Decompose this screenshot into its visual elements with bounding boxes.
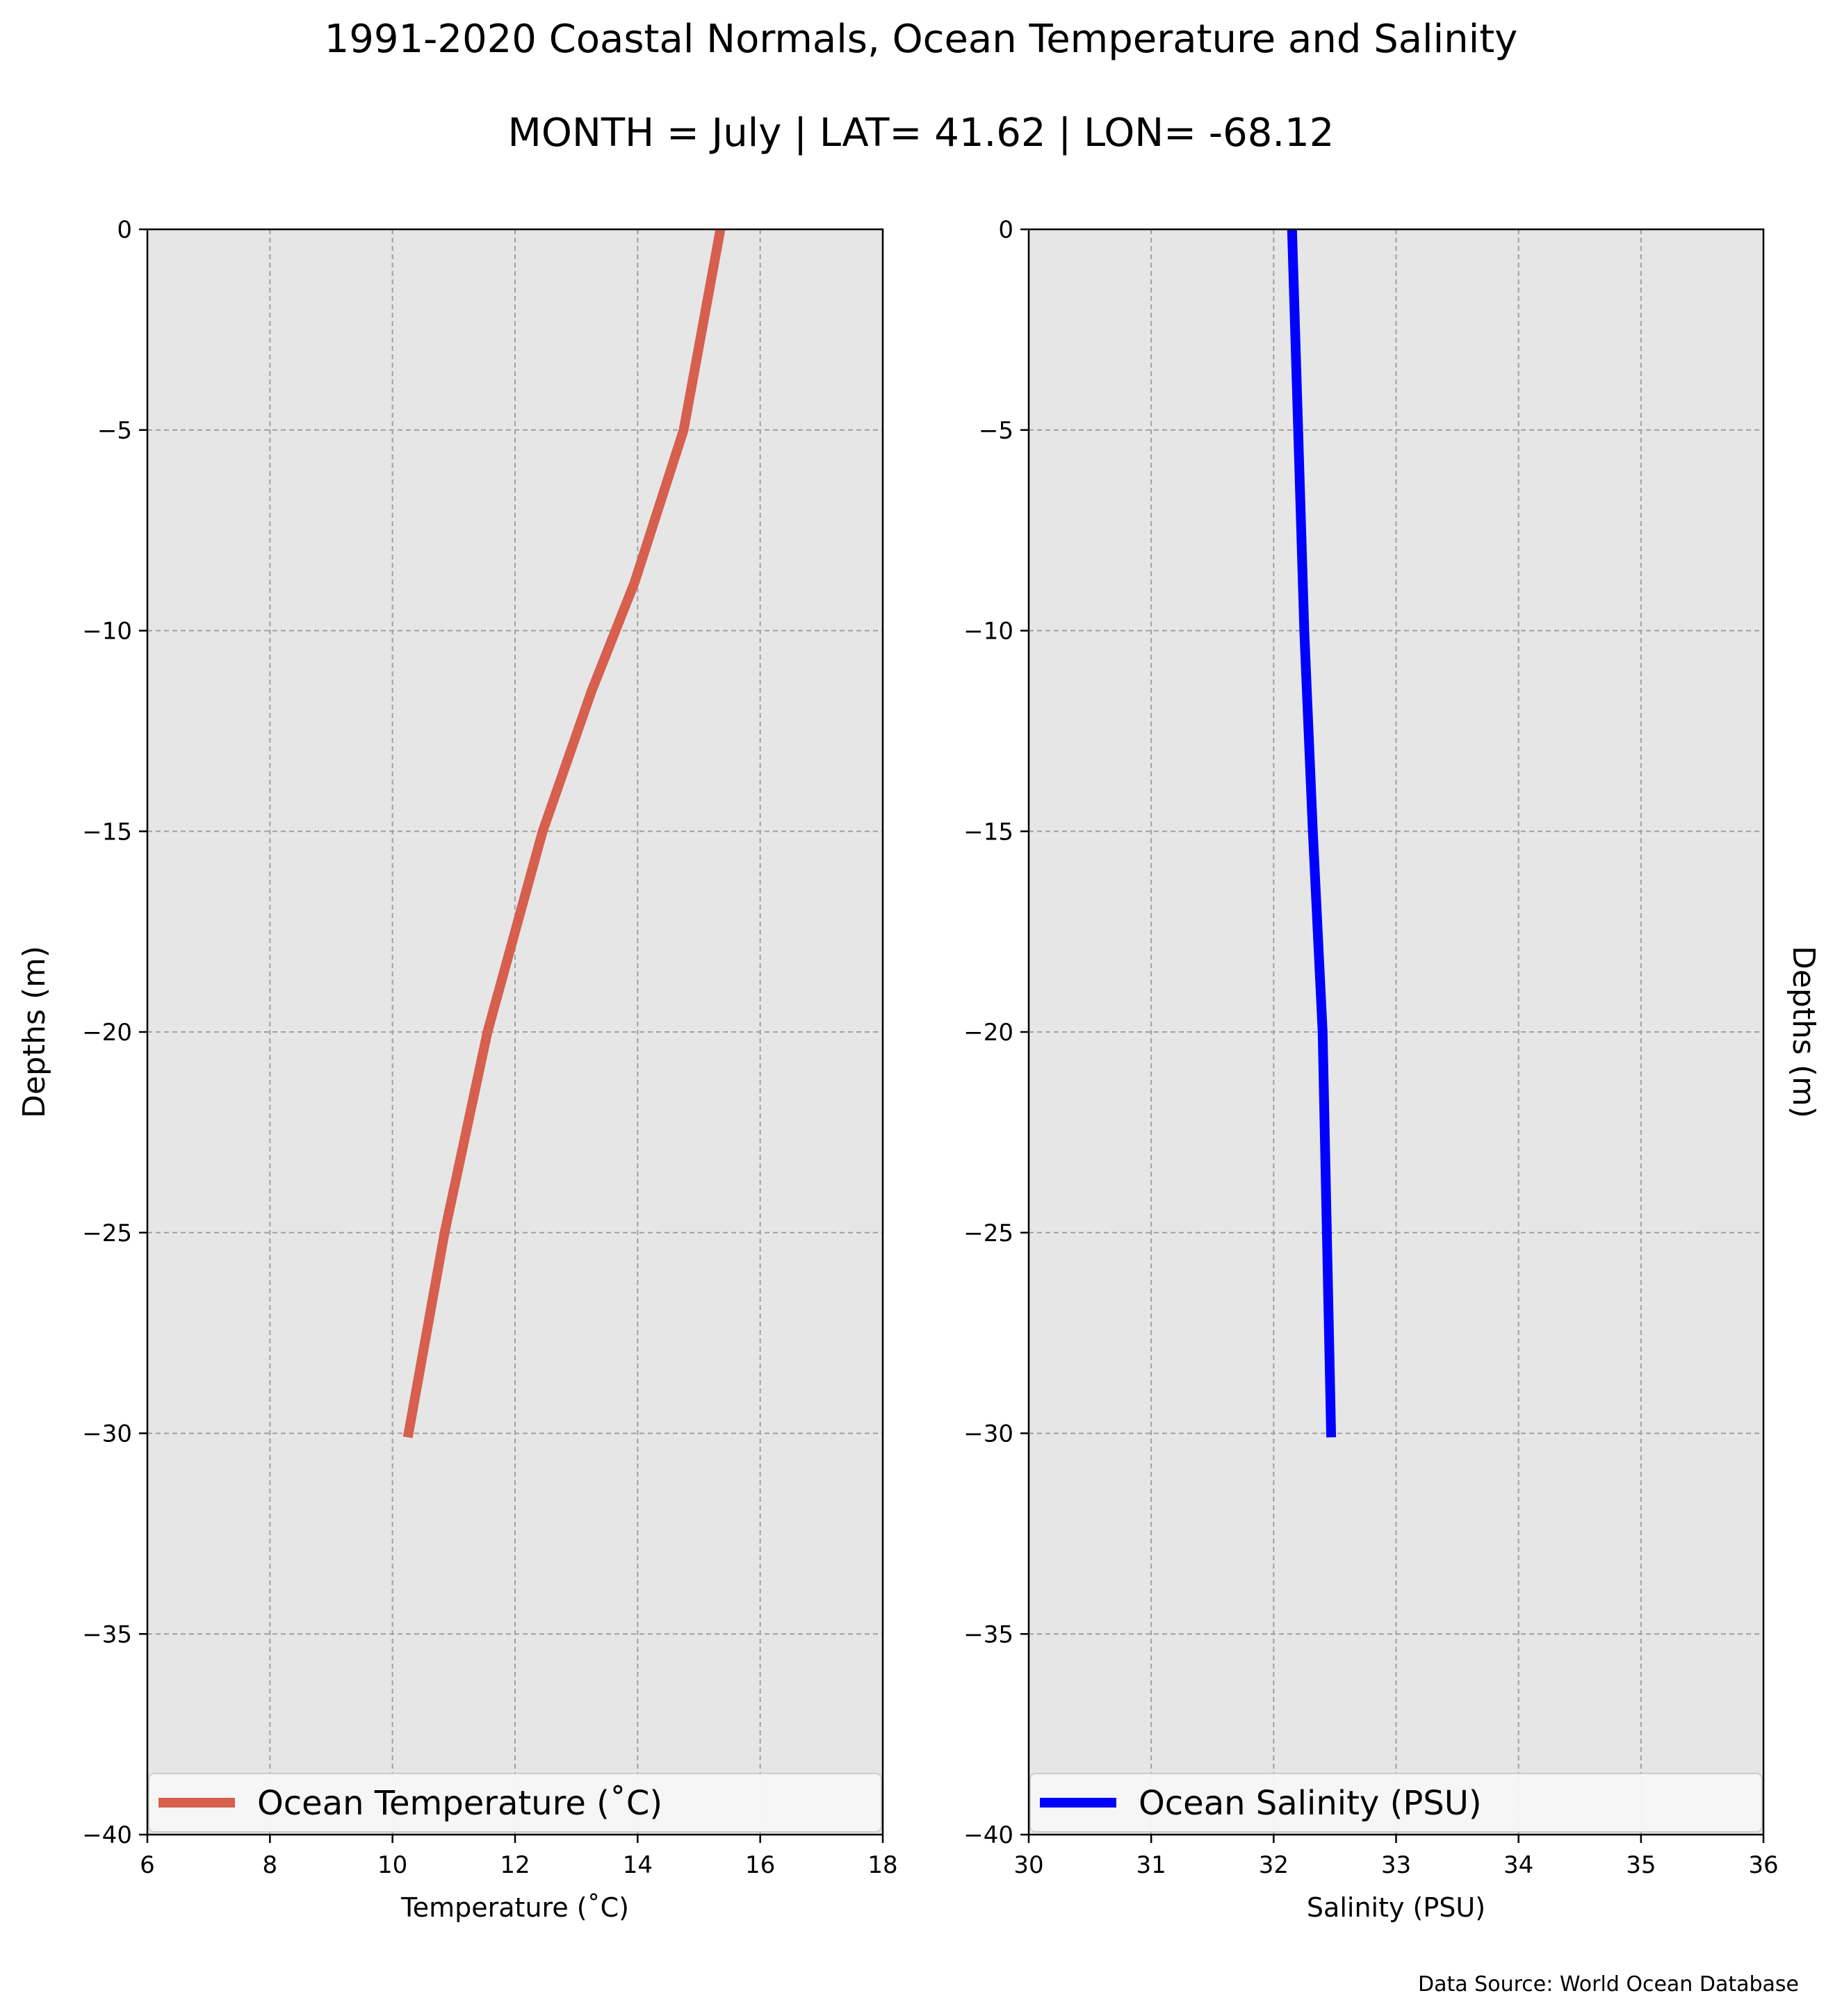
salinity-yaxis-label: Depths (m) [1786, 946, 1821, 1118]
salinity-xaxis-label: Salinity (PSU) [1307, 1892, 1485, 1923]
data-source-note: Data Source: World Ocean Database [1418, 1972, 1799, 1997]
salinity-panel: Ocean Salinity (PSU) 30 31 32 33 34 35 36 0 −5 −10… [963, 216, 1821, 1923]
salinity-xtick-label: 32 [1259, 1851, 1289, 1879]
salinity-series-line [1287, 229, 1337, 1438]
temperature-xtick-label: 18 [867, 1851, 897, 1879]
salinity-ytick-label: −40 [963, 1821, 1013, 1849]
temperature-xaxis-label: Temperature (˚C) [400, 1892, 629, 1923]
salinity-ytick-label: −35 [963, 1621, 1013, 1648]
temperature-series-line [402, 228, 726, 1439]
salinity-ytick-label: −10 [963, 618, 1013, 646]
temperature-xtick-label: 8 [263, 1851, 278, 1879]
salinity-xtick-label: 30 [1013, 1851, 1043, 1879]
temperature-ytick-label: −35 [82, 1621, 132, 1648]
legend-box [148, 1773, 882, 1833]
salinity-ytick-label: −25 [963, 1220, 1013, 1247]
temperature-xtick-label: 16 [745, 1851, 775, 1879]
temperature-ytick-label: −25 [82, 1220, 132, 1247]
figure-title: 1991-2020 Coastal Normals, Ocean Tempera… [325, 17, 1518, 62]
temperature-xtick-label: 10 [377, 1851, 407, 1879]
temperature-ytick-label: 0 [117, 216, 132, 244]
legend-box [1029, 1773, 1763, 1833]
salinity-ytick-label: −5 [979, 417, 1013, 445]
temperature-xtick-label: 14 [623, 1851, 653, 1879]
temperature-panel: Ocean Temperature (˚C) 6 8 10 12 14 16 18 0 −5 −10… [17, 216, 898, 1923]
temperature-ytick-label: −15 [82, 818, 132, 846]
salinity-legend: Ocean Salinity (PSU) [1029, 1773, 1763, 1833]
temperature-xtick-label: 12 [500, 1851, 530, 1879]
salinity-ytick-label: −30 [963, 1420, 1013, 1448]
salinity-xtick-label: 36 [1748, 1851, 1778, 1879]
legend-label: Ocean Temperature (˚C) [257, 1784, 662, 1823]
temperature-xtick-label: 6 [140, 1851, 155, 1879]
salinity-ytick-label: −20 [963, 1019, 1013, 1047]
salinity-xtick-label: 35 [1626, 1851, 1656, 1879]
temperature-ytick-label: −20 [82, 1019, 132, 1047]
temperature-yaxis-label: Depths (m) [17, 946, 52, 1118]
salinity-ytick-label: −15 [963, 818, 1013, 846]
salinity-xtick-label: 31 [1136, 1851, 1166, 1879]
salinity-ytick-label: 0 [998, 216, 1013, 244]
salinity-xtick-label: 34 [1503, 1851, 1533, 1879]
temperature-ytick-label: −5 [97, 417, 132, 445]
salinity-xtick-label: 33 [1381, 1851, 1411, 1879]
temperature-ytick-label: −40 [82, 1821, 132, 1849]
figure-subtitle: MONTH = July | LAT= 41.62 | LON= -68.12 [508, 110, 1335, 156]
temperature-legend: Ocean Temperature (˚C) [148, 1773, 882, 1833]
temperature-ytick-label: −10 [82, 618, 132, 646]
legend-label: Ocean Salinity (PSU) [1139, 1784, 1482, 1823]
temperature-ytick-label: −30 [82, 1420, 132, 1448]
